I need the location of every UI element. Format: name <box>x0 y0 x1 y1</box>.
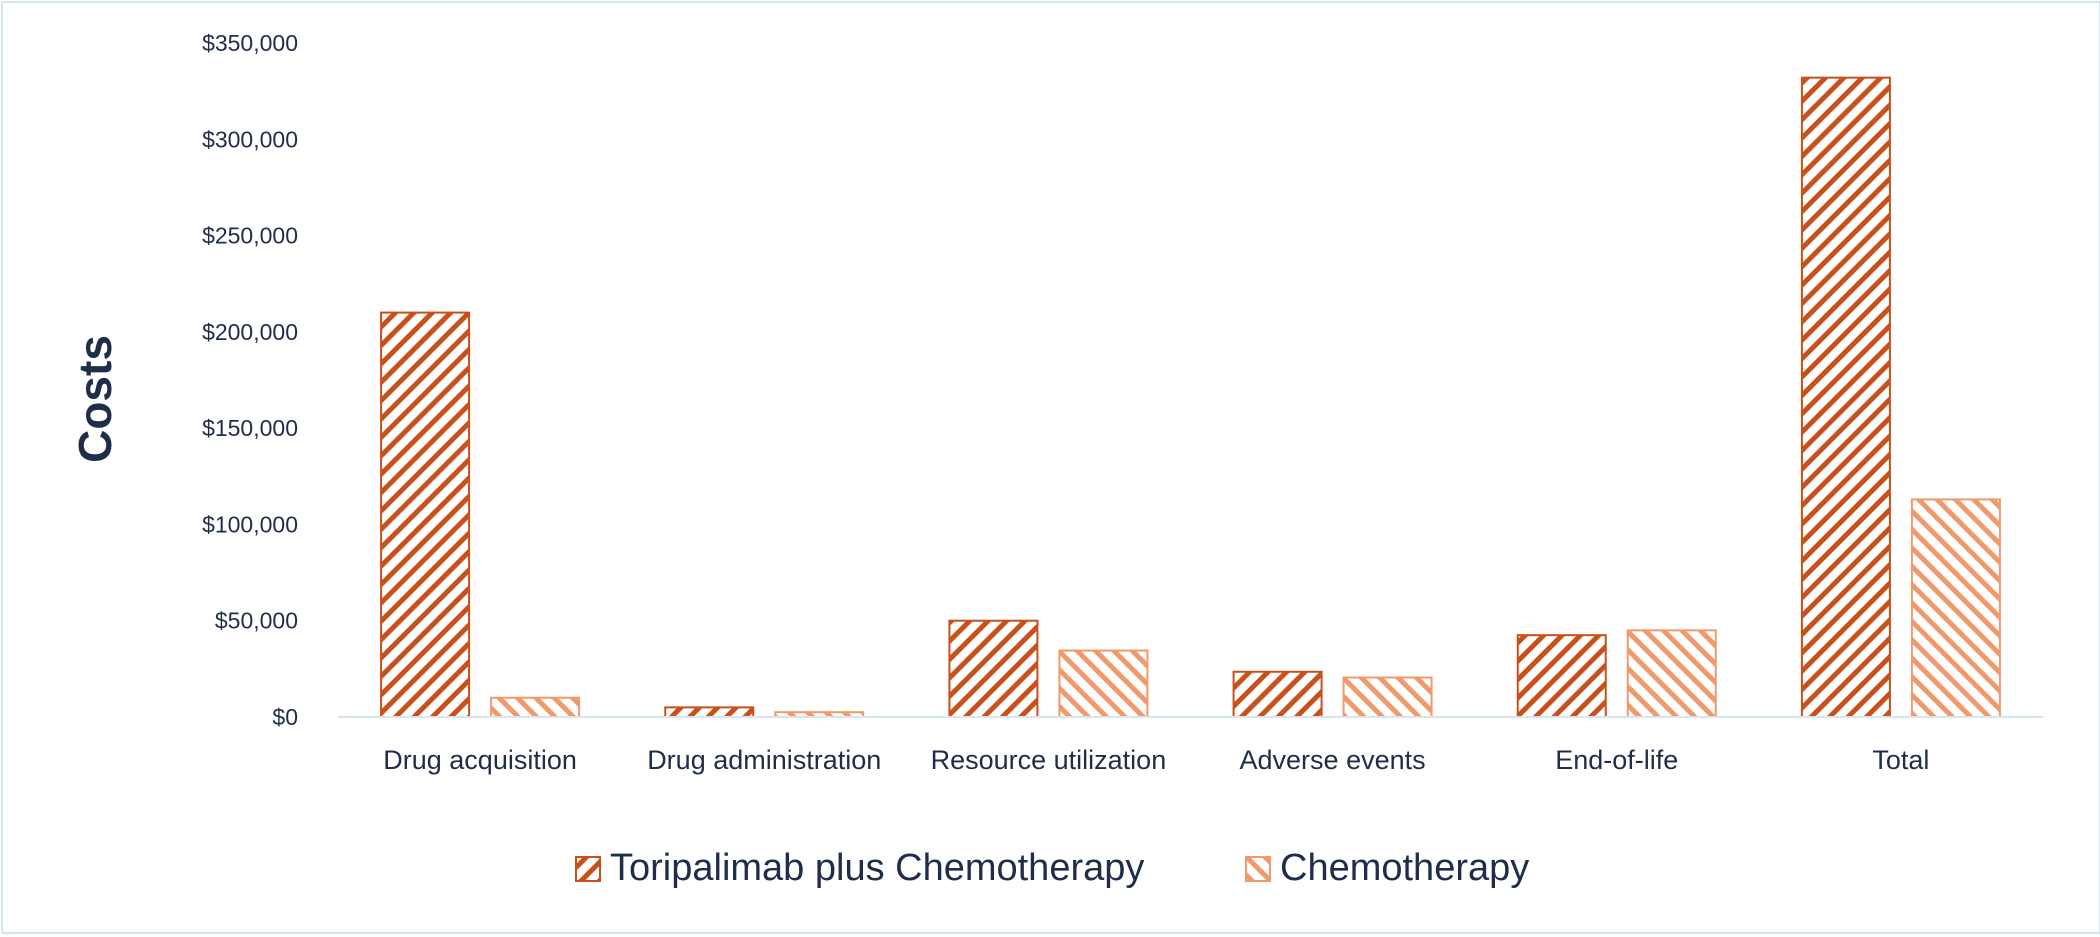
bar-toripalimab-plus-chemotherapy <box>664 706 755 718</box>
x-tick-label: End-of-life <box>1555 745 1678 775</box>
y-tick-label: $0 <box>272 704 298 730</box>
x-tick-label: Resource utilization <box>931 745 1167 775</box>
bar-toripalimab-plus-chemotherapy <box>948 619 1039 719</box>
bar-toripalimab-plus-chemotherapy <box>1516 634 1607 719</box>
y-tick-label: $100,000 <box>202 511 298 537</box>
x-tick-label: Adverse events <box>1240 745 1426 775</box>
y-tick-label: $350,000 <box>202 30 298 56</box>
bar-chemotherapy <box>1058 649 1149 719</box>
bar-chemotherapy <box>1626 629 1717 718</box>
legend-label-toripalimab-plus-chemotherapy: Toripalimab plus Chemotherapy <box>610 847 1144 889</box>
x-tick-labels: Drug acquisition Drug administration Resou… <box>383 745 1929 775</box>
legend-label-chemotherapy: Chemotherapy <box>1280 847 1529 889</box>
y-tick-label: $250,000 <box>202 223 298 249</box>
y-tick-label: $50,000 <box>215 608 298 634</box>
y-axis-title: Costs <box>69 335 121 463</box>
x-tick-label: Drug acquisition <box>383 745 577 775</box>
legend-swatch-toripalimab-plus-chemotherapy <box>575 856 601 882</box>
y-tick-labels: $0 $50,000 $100,000 $150,000 $200,000 $250,00… <box>202 30 298 730</box>
bar-chemotherapy <box>1910 498 2001 718</box>
bar-toripalimab-plus-chemotherapy <box>380 311 471 718</box>
bar-toripalimab-plus-chemotherapy <box>1232 670 1323 719</box>
legend-swatch-chemotherapy <box>1245 856 1271 882</box>
y-tick-label: $300,000 <box>202 126 298 152</box>
x-tick-label: Total <box>1872 745 1929 775</box>
bar-chemotherapy <box>490 696 581 719</box>
bar-chemotherapy <box>1342 676 1433 718</box>
y-tick-label: $150,000 <box>202 415 298 441</box>
bars <box>380 76 2001 719</box>
legend: Toripalimab plus Chemotherapy Chemotherap… <box>575 847 1529 889</box>
y-tick-label: $200,000 <box>202 319 298 345</box>
bar-toripalimab-plus-chemotherapy <box>1800 76 1891 719</box>
bar-chart: Costs $0$50,000$100,000$150,000$200,000$… <box>69 30 2043 889</box>
x-tick-label: Drug administration <box>647 745 881 775</box>
